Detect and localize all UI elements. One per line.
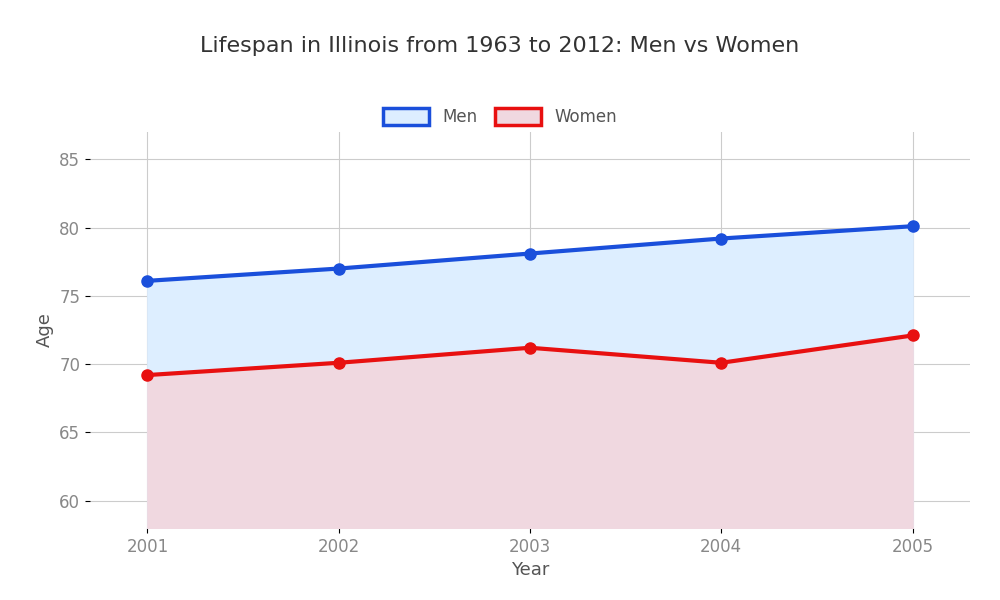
X-axis label: Year: Year (511, 561, 549, 579)
Men (907, 223, 919, 230)
Legend: Men, Women: Men, Women (376, 101, 624, 133)
Men (333, 265, 345, 272)
Women (524, 344, 536, 352)
Women (715, 359, 727, 367)
Y-axis label: Age: Age (36, 313, 54, 347)
Women (141, 371, 153, 379)
Men (715, 235, 727, 242)
Men (141, 277, 153, 284)
Women (333, 359, 345, 367)
Women (907, 332, 919, 339)
Text: Lifespan in Illinois from 1963 to 2012: Men vs Women: Lifespan in Illinois from 1963 to 2012: … (200, 36, 800, 56)
Line: Women: Women (142, 330, 918, 380)
Men (524, 250, 536, 257)
Line: Men: Men (142, 221, 918, 286)
